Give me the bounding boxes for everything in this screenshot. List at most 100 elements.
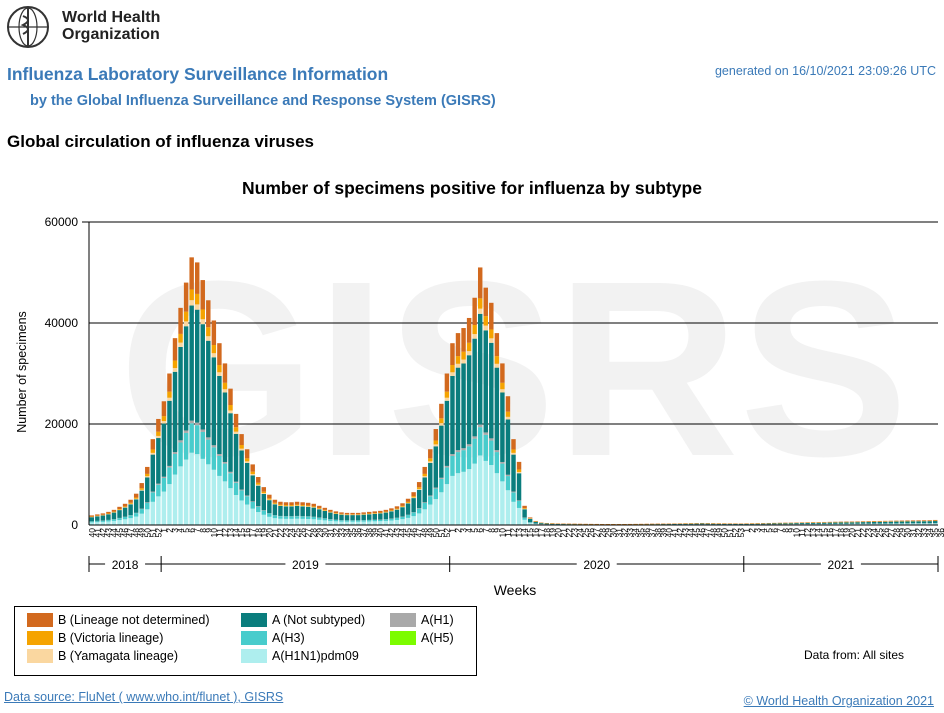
bar-segment [422, 476, 427, 478]
legend-label: A(H1) [421, 613, 454, 627]
bar-segment [511, 449, 516, 453]
bar-segment [156, 438, 161, 484]
bar-segment [133, 493, 139, 498]
bar-segment [111, 509, 117, 512]
x-tick-label: 43 [681, 528, 691, 538]
bar-segment [122, 516, 128, 520]
x-tick-label: 15 [819, 528, 829, 538]
bar-segment [322, 520, 328, 525]
x-tick-label: 33 [625, 528, 635, 538]
bar-segment [516, 500, 522, 502]
bar-segment [145, 473, 150, 477]
bar-segment [278, 516, 283, 519]
bar-segment [511, 452, 516, 455]
bar-segment [755, 523, 760, 525]
bar-segment [117, 520, 122, 525]
bar-segment [367, 511, 372, 514]
bar-segment [777, 523, 783, 525]
bar-segment [167, 400, 172, 466]
bar-segment [211, 320, 217, 346]
bar-segment [522, 508, 527, 509]
bar-segment [206, 340, 211, 438]
x-tick-label: 10 [792, 528, 802, 538]
bar-segment [172, 452, 178, 454]
bar-segment [511, 501, 516, 525]
x-tick-label: 24 [575, 528, 585, 538]
x-tick-label: 28 [597, 528, 607, 538]
bar-segment [239, 450, 244, 490]
bar-segment [161, 423, 167, 477]
bar-segment [505, 411, 511, 417]
bar-segment [217, 375, 222, 455]
bar-segment [539, 522, 544, 525]
bar-segment [411, 492, 416, 497]
bar-segment [511, 491, 516, 493]
x-tick-label: 45 [115, 528, 125, 538]
bar-segment [250, 471, 255, 475]
bar-segment [178, 466, 183, 525]
bar-segment [461, 359, 466, 364]
bar-segment [294, 501, 300, 505]
bar-segment [178, 346, 183, 441]
bar-segment [899, 523, 905, 525]
bar-segment [189, 420, 194, 424]
bar-segment [300, 505, 305, 506]
bar-segment [244, 495, 250, 497]
bar-segment [439, 418, 444, 424]
bar-segment [422, 466, 427, 474]
bar-segment [167, 373, 172, 392]
bar-segment [899, 521, 905, 524]
bar-segment [489, 338, 494, 343]
bar-segment [272, 502, 278, 504]
x-tick-label: 3 [170, 528, 180, 533]
legend-item: A(H1) [390, 613, 454, 627]
bar-segment [322, 507, 328, 510]
x-tick-label: 29 [314, 528, 324, 538]
bar-segment [128, 504, 133, 516]
bar-segment [494, 356, 500, 364]
bar-segment [866, 521, 871, 524]
bar-segment [111, 520, 117, 525]
x-tick-label: 53 [736, 528, 746, 538]
x-tick-label: 23 [570, 528, 580, 538]
bar-segment [250, 501, 255, 502]
bar-segment [189, 300, 194, 306]
bar-segment [466, 351, 472, 356]
bar-segment [400, 516, 405, 520]
bar-segment [344, 515, 350, 521]
bar-segment [178, 440, 183, 443]
x-tick-label: 1 [742, 528, 752, 533]
bar-segment [256, 484, 261, 486]
bar-segment [516, 473, 522, 501]
copyright-link[interactable]: © World Health Organization 2021 [743, 694, 934, 708]
bar-segment [194, 425, 200, 455]
bar-segment [450, 372, 455, 376]
bar-segment [150, 439, 156, 450]
bar-segment [200, 280, 205, 310]
bar-segment [378, 512, 383, 514]
x-tick-label: 49 [714, 528, 724, 538]
x-tick-label: 22 [275, 528, 285, 538]
x-tick-label: 16 [531, 528, 541, 538]
x-tick-label: 14 [231, 528, 241, 538]
data-source-link[interactable]: Data source: FluNet ( www.who.int/flunet… [4, 690, 284, 704]
x-tick-label: 10 [209, 528, 219, 538]
bar-segment [933, 519, 938, 521]
chart-bars [89, 257, 938, 526]
bar-segment [439, 403, 444, 419]
bar-segment [189, 289, 194, 301]
legend-item: A(H5) [390, 631, 454, 645]
x-tick-label: 8 [198, 528, 208, 533]
bar-segment [333, 519, 339, 522]
bar-segment [921, 523, 927, 525]
bar-segment [361, 521, 366, 525]
bar-segment [910, 520, 916, 521]
bar-segment [422, 509, 427, 525]
legend-swatch [241, 613, 267, 627]
bar-segment [855, 522, 860, 524]
bar-segment [394, 519, 400, 525]
bar-segment [211, 469, 217, 525]
bar-segment [100, 513, 106, 515]
x-tick-label: 1 [447, 528, 457, 533]
x-tick-label: 24 [869, 528, 879, 538]
